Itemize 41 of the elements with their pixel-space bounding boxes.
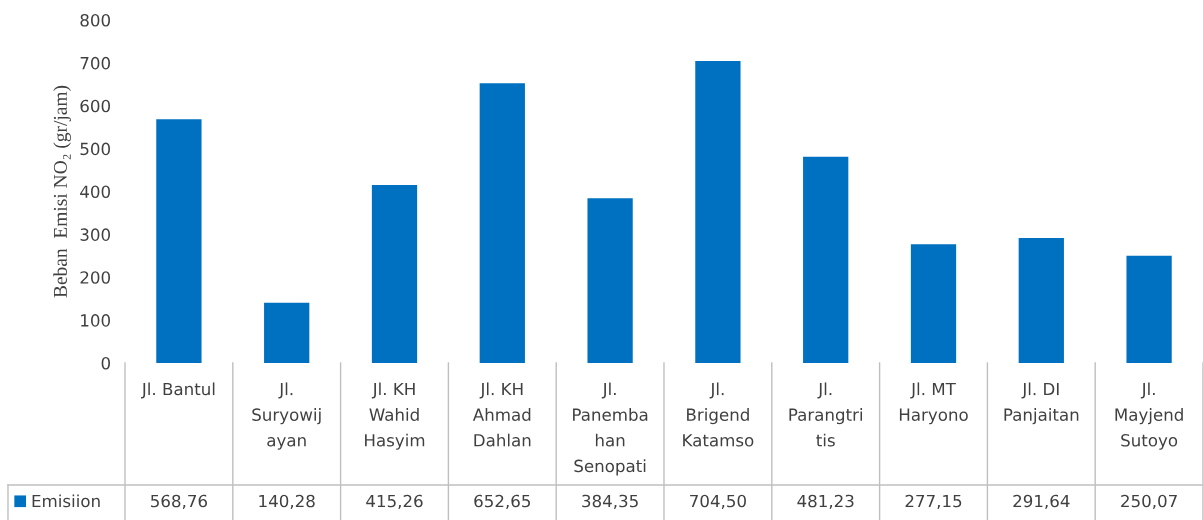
data-label: 704,50 [690,494,746,510]
y-tick-label: 300 [80,228,110,241]
bar [1126,255,1172,363]
bar [264,302,310,363]
x-tick-label: Jl. Mayjend Sutoyo [1115,382,1183,450]
y-tick-label: 800 [80,13,110,27]
data-label: 415,26 [366,494,423,510]
y-tick-label: 500 [80,142,110,156]
bar [1018,237,1064,363]
bar [156,119,202,363]
y-tick-label: 700 [80,56,110,70]
x-tick-label: Jl. Parangtri tis [789,382,863,447]
data-label: 384,35 [582,494,638,510]
bar [910,244,957,363]
y-tick-label: 200 [80,271,110,284]
bar [587,198,633,363]
x-tick-label: Jl. Brigend Katamso [683,382,754,447]
x-tick-label: Jl. Panemba han Senopati [573,382,648,476]
x-tick-label: Jl. Suryowij ayan [252,382,321,450]
data-label: 481,23 [797,494,854,510]
y-tick-label: 400 [80,185,110,199]
x-tick-label: Jl. DI Panjaitan [1004,382,1079,425]
bar [479,83,525,363]
data-label: 140,28 [259,494,315,510]
y-tick-label: 0 [101,356,110,370]
y-axis-title: Beban Emisi NO₂ (gr/jam) [53,85,71,298]
data-label: 250,07 [1121,494,1177,510]
x-tick-label: Jl. Bantul [141,382,215,399]
y-tick-label: 600 [80,99,110,113]
bar [371,184,418,363]
x-tick-label: Jl. KH Ahmad Dahlan [472,382,531,447]
data-label: 277,15 [905,494,962,510]
x-tick-label: Jl. KH Wahid Hasyim [365,382,425,450]
data-label: 568,76 [151,494,208,510]
legend-label: Emisiion [32,494,100,508]
data-label: 291,64 [1013,494,1070,510]
bar [695,60,741,363]
bar [803,156,849,363]
y-tick-label: 100 [81,314,110,327]
x-tick-label: Jl. MT Haryono [899,382,968,425]
data-label: 652,65 [474,494,530,510]
